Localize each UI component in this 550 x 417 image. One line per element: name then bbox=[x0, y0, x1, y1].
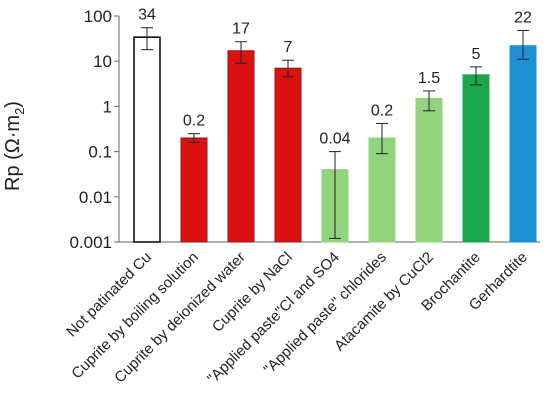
bar bbox=[274, 67, 302, 243]
bar bbox=[462, 74, 490, 243]
y-tick-label: 100 bbox=[84, 7, 112, 26]
error-bar bbox=[376, 122, 388, 155]
category-label: Cuprite by NaCl bbox=[209, 249, 296, 336]
bar bbox=[368, 137, 396, 243]
data-label: 22 bbox=[514, 9, 532, 26]
error-bar bbox=[517, 29, 529, 60]
error-bar bbox=[329, 151, 341, 239]
bar bbox=[509, 45, 537, 243]
y-tick-label: 0.001 bbox=[69, 233, 112, 252]
category-label: Not patinated Cu bbox=[63, 249, 155, 341]
error-bars bbox=[141, 27, 529, 239]
data-label: 5 bbox=[472, 46, 481, 63]
bar bbox=[133, 36, 161, 243]
y-tick-label: 10 bbox=[93, 52, 112, 71]
error-bar bbox=[235, 41, 247, 64]
y-axis-title: Rp (Ω·m2) bbox=[2, 101, 27, 191]
bar bbox=[415, 97, 443, 243]
bars bbox=[133, 36, 537, 243]
data-label: 34 bbox=[138, 7, 156, 24]
data-label: 0.2 bbox=[183, 113, 205, 130]
data-label: 17 bbox=[232, 21, 250, 38]
bar bbox=[227, 50, 255, 243]
data-label: 0.04 bbox=[319, 131, 350, 148]
data-labels: 34 0.2 17 7 0.04 0.2 1.5 5 22 bbox=[138, 7, 532, 148]
y-tick-label: 0.1 bbox=[88, 143, 112, 162]
error-bar bbox=[188, 133, 200, 143]
data-label: 0.2 bbox=[371, 102, 393, 119]
bar bbox=[180, 137, 208, 243]
data-label: 1.5 bbox=[418, 70, 440, 87]
error-bar bbox=[282, 59, 294, 78]
y-tick-label: 1 bbox=[103, 97, 112, 116]
error-bar bbox=[423, 90, 435, 112]
error-bar bbox=[141, 27, 153, 51]
error-bar bbox=[470, 66, 482, 86]
y-tick-label: 0.01 bbox=[79, 188, 112, 207]
data-label: 7 bbox=[284, 39, 293, 56]
